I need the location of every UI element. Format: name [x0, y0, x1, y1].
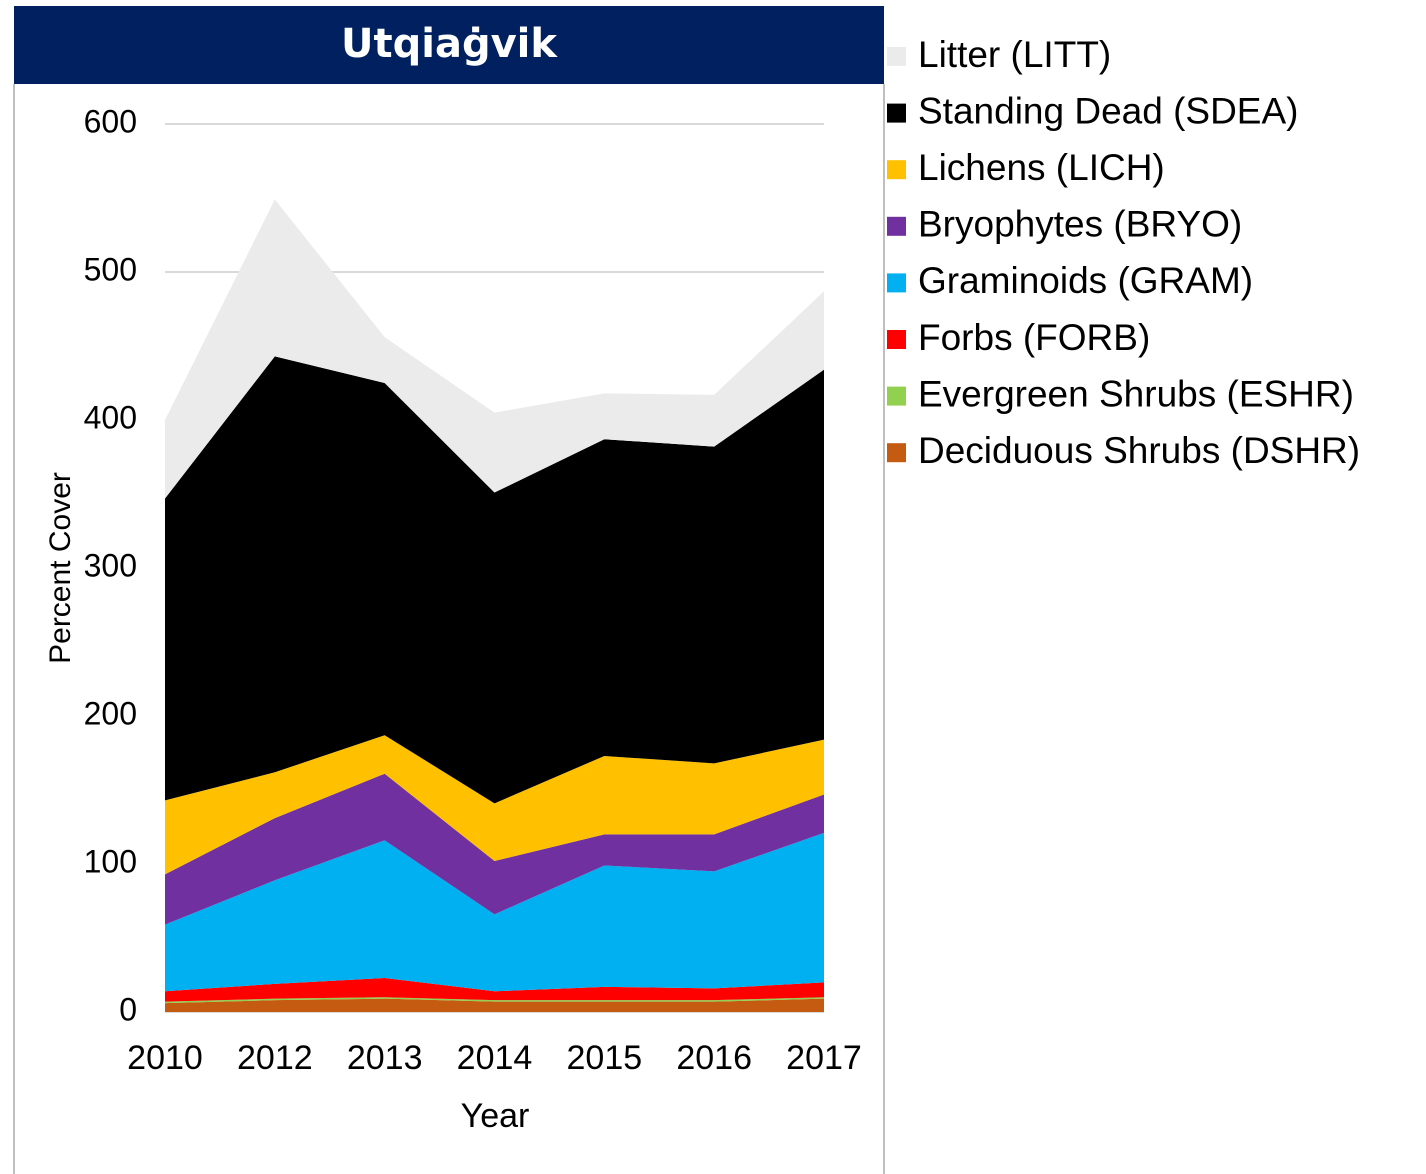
area — [165, 735, 824, 875]
legend-swatch — [887, 103, 906, 123]
area — [165, 997, 824, 1004]
legend-swatch — [887, 47, 906, 66]
legend-label: Evergreen Shrubs (ESHR) — [918, 373, 1354, 414]
area — [165, 998, 824, 1012]
x-tick-label: 2013 — [347, 1039, 423, 1077]
y-tick-label: 400 — [84, 399, 137, 435]
area — [165, 773, 824, 925]
area — [165, 199, 824, 499]
y-tick-label: 600 — [84, 103, 137, 139]
legend-swatch — [887, 160, 906, 180]
area — [165, 977, 824, 1002]
x-tick-label: 2010 — [127, 1039, 203, 1077]
x-axis-label: Year — [461, 1097, 530, 1135]
area — [165, 832, 824, 992]
legend-swatch — [887, 386, 906, 406]
legend-label: Forbs (FORB) — [918, 317, 1150, 358]
x-tick-label: 2015 — [567, 1039, 643, 1077]
legend-swatch — [887, 273, 906, 293]
legend-swatch — [887, 443, 906, 463]
legend-swatch — [887, 216, 906, 236]
y-tick-label: 500 — [84, 251, 137, 287]
x-tick-label: 2014 — [457, 1039, 533, 1077]
y-tick-label: 200 — [84, 695, 137, 731]
legend-label: Graminoids (GRAM) — [918, 260, 1253, 301]
x-tick-label: 2012 — [237, 1039, 313, 1077]
x-tick-label: 2017 — [786, 1039, 862, 1077]
x-tick-label: 2016 — [676, 1039, 752, 1077]
legend-label: Bryophytes (BRYO) — [918, 204, 1242, 245]
legend-label: Litter (LITT) — [918, 34, 1111, 75]
title-banner — [14, 6, 884, 84]
y-axis-label: Percent Cover — [44, 472, 77, 664]
area — [165, 356, 824, 804]
legend-swatch — [887, 330, 906, 349]
y-tick-label: 0 — [119, 991, 137, 1027]
legend-label: Standing Dead (SDEA) — [918, 90, 1298, 131]
y-tick-label: 300 — [84, 547, 137, 583]
chart-title: Utqiaġvik — [341, 21, 558, 67]
y-tick-label: 100 — [84, 843, 137, 879]
legend-label: Lichens (LICH) — [918, 147, 1165, 188]
legend-label: Deciduous Shrubs (DSHR) — [918, 430, 1360, 471]
